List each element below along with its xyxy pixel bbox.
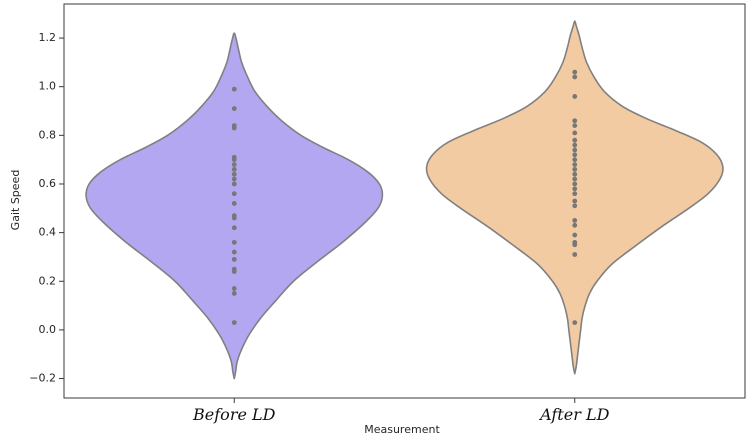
y-tick-label: −0.2 — [29, 372, 56, 385]
data-point — [572, 232, 578, 238]
data-point — [231, 166, 237, 172]
data-point — [231, 181, 237, 187]
data-point — [231, 191, 237, 197]
data-point — [572, 252, 578, 257]
data-point — [231, 176, 237, 182]
data-point — [231, 171, 237, 177]
data-point — [231, 125, 237, 131]
data-point — [572, 162, 578, 167]
plot-frame — [63, 3, 746, 399]
data-point — [231, 320, 237, 326]
data-point — [572, 218, 578, 223]
data-point — [231, 249, 237, 255]
data-point — [572, 191, 578, 197]
x-axis-label: Measurement — [364, 423, 440, 436]
data-point — [572, 142, 578, 148]
y-tick-label: 0.4 — [39, 226, 57, 239]
data-point — [572, 157, 578, 163]
data-point — [572, 147, 578, 153]
data-point — [572, 181, 578, 187]
data-point — [231, 225, 237, 231]
data-point — [572, 198, 578, 204]
data-point — [572, 186, 578, 192]
y-tick-label: 1.2 — [39, 31, 57, 44]
data-point — [572, 222, 578, 228]
data-point — [572, 176, 578, 182]
data-point — [231, 291, 237, 296]
axes: −0.2 0.0 0.2 0.4 0.6 0.8 1.0 1.2 Before LD After … — [29, 3, 746, 424]
data-point — [572, 166, 578, 172]
data-point — [231, 286, 237, 291]
data-point — [231, 215, 237, 221]
x-tick-label: After LD — [538, 405, 609, 424]
violin-before-ld — [85, 32, 384, 380]
data-point — [572, 94, 578, 99]
y-axis-label: Gait Speed — [9, 170, 22, 231]
data-point — [231, 201, 237, 206]
data-point — [572, 130, 578, 136]
x-tick-label: Before LD — [192, 405, 276, 424]
data-point — [572, 242, 578, 248]
data-point — [231, 162, 237, 167]
violin-after-ld — [425, 20, 724, 375]
data-point — [572, 320, 578, 326]
data-point — [231, 86, 237, 92]
data-point — [572, 152, 578, 158]
data-point — [572, 74, 578, 80]
y-tick-label: 0.6 — [39, 177, 57, 190]
y-tick-label: 0.0 — [39, 323, 57, 336]
y-tick-label: 1.0 — [39, 80, 57, 93]
data-point — [572, 203, 578, 209]
data-point — [231, 157, 237, 163]
data-point — [231, 239, 237, 245]
data-point — [231, 106, 237, 111]
data-point — [572, 69, 578, 75]
data-point — [572, 118, 578, 124]
data-point — [572, 123, 578, 129]
data-point — [231, 256, 237, 262]
y-tick-label: 0.2 — [39, 274, 57, 287]
plot-area — [85, 20, 724, 380]
data-point — [572, 137, 578, 143]
y-tick-label: 0.8 — [39, 128, 57, 141]
data-point — [572, 171, 578, 177]
data-point — [231, 269, 237, 274]
